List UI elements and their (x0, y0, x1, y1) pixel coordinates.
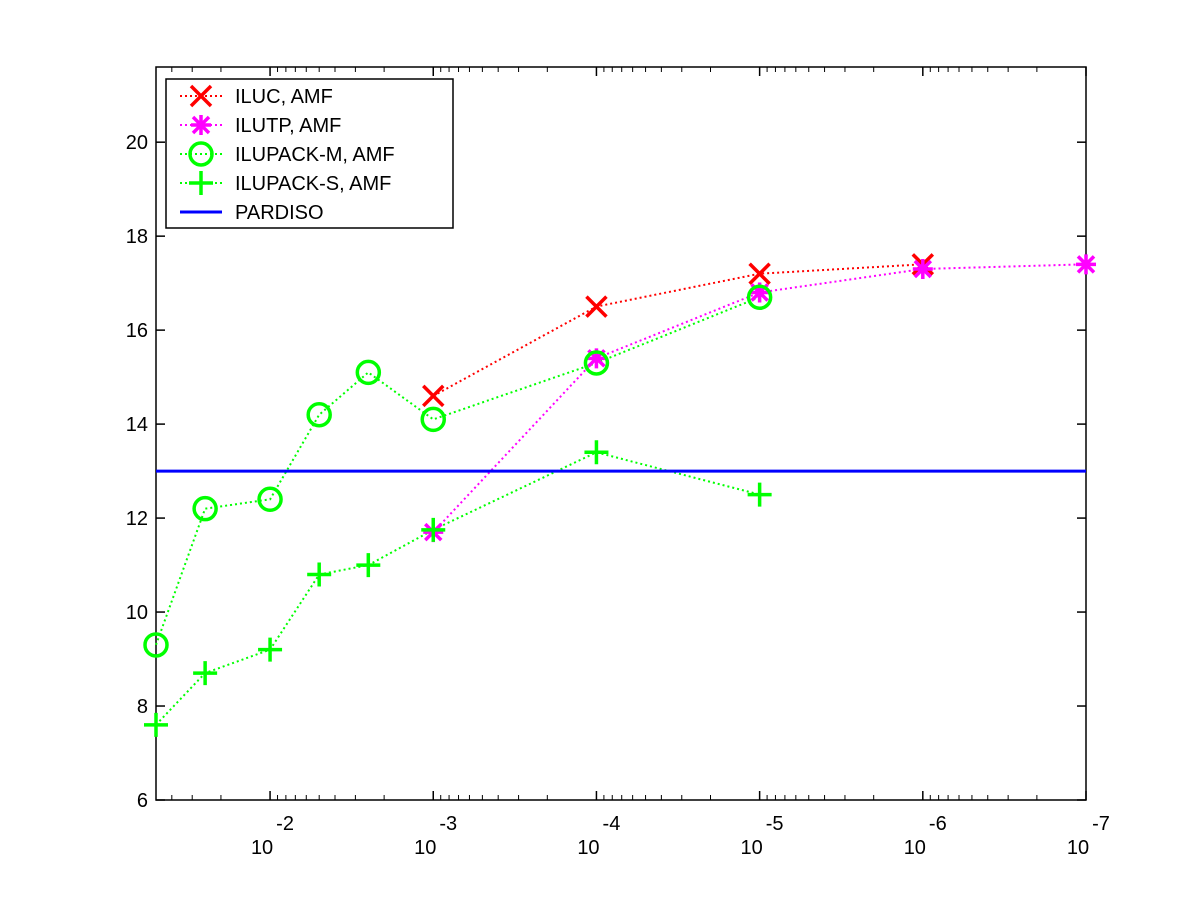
legend-label-ilutp-amf: ILUTP, AMF (235, 115, 341, 137)
x-tick-label-base: 10 (251, 837, 273, 859)
data-point-iluc-amf (585, 295, 608, 318)
data-point-ilupack-m-amf (192, 495, 218, 522)
data-point-ilupack-s-amf (193, 661, 218, 686)
data-point-ilupack-s-amf (144, 712, 168, 737)
data-point-iluc-amf (422, 384, 445, 408)
data-point-ilupack-m-amf (257, 486, 283, 513)
data-point-ilutp-amf (749, 282, 770, 303)
data-point-ilupack-m-amf (746, 284, 773, 310)
data-point-ilutp-amf (586, 348, 607, 369)
x-tick-label-base: 10 (741, 837, 763, 859)
data-point-ilupack-s-amf (584, 440, 609, 465)
data-point-ilutp-amf (912, 259, 933, 280)
data-point-ilutp-amf (1076, 254, 1096, 275)
data-point-ilupack-s-amf (307, 562, 332, 587)
data-point-ilupack-s-amf (421, 517, 446, 542)
y-tick-label: 16 (126, 320, 148, 342)
y-tick-label: 6 (137, 790, 148, 812)
data-point-ilupack-m-amf (143, 632, 169, 658)
x-tick-label-exponent: -6 (929, 813, 947, 835)
y-tick-label: 20 (126, 132, 148, 154)
data-point-iluc-amf (748, 262, 771, 285)
x-tick-label-exponent: -5 (766, 813, 784, 835)
legend-label-ilupack-s-amf: ILUPACK-S, AMF (235, 173, 391, 195)
legend-marker-ilupack-s-amf (189, 171, 213, 195)
data-point-ilupack-m-amf (306, 401, 332, 428)
x-tick-label-exponent: -7 (1092, 813, 1110, 835)
x-tick-label-exponent: -2 (276, 813, 294, 835)
data-point-ilupack-m-amf (583, 350, 610, 376)
legend: ILUC, AMF ILUTP, AMF ILUPACK-M, AMF ILUPACK… (165, 78, 454, 229)
legend-label-pardiso: PARDISO (235, 202, 324, 224)
legend-label-iluc-amf: ILUC, AMF (235, 86, 333, 108)
x-tick-label-base: 10 (414, 837, 436, 859)
legend-marker-ilutp-amf (191, 115, 211, 135)
series-line-ilupack-s-amf (155, 451, 760, 726)
y-tick-label: 10 (126, 602, 148, 624)
series-markers (143, 253, 1096, 737)
legend-label-ilupack-m-amf: ILUPACK-M, AMF (235, 144, 395, 166)
data-point-ilupack-m-amf (420, 406, 447, 433)
y-tick-label: 12 (126, 508, 148, 530)
x-tick-label-base: 10 (1067, 837, 1089, 859)
x-tick-label-exponent: -3 (439, 813, 457, 835)
legend-marker-ilupack-m-amf (188, 141, 214, 167)
x-tick-label-exponent: -4 (603, 813, 621, 835)
legend-box (165, 78, 454, 229)
data-point-ilupack-s-amf (356, 553, 381, 578)
legend-marker-iluc-amf (189, 84, 213, 108)
x-tick-label-base: 10 (577, 837, 599, 859)
data-point-ilupack-m-amf (355, 359, 382, 386)
y-tick-label: 18 (126, 226, 148, 248)
data-point-ilupack-s-amf (258, 637, 283, 662)
x-tick-label-base: 10 (904, 837, 926, 859)
y-tick-label: 8 (137, 696, 148, 718)
y-tick-label: 14 (126, 414, 148, 436)
data-point-ilupack-s-amf (747, 482, 772, 507)
